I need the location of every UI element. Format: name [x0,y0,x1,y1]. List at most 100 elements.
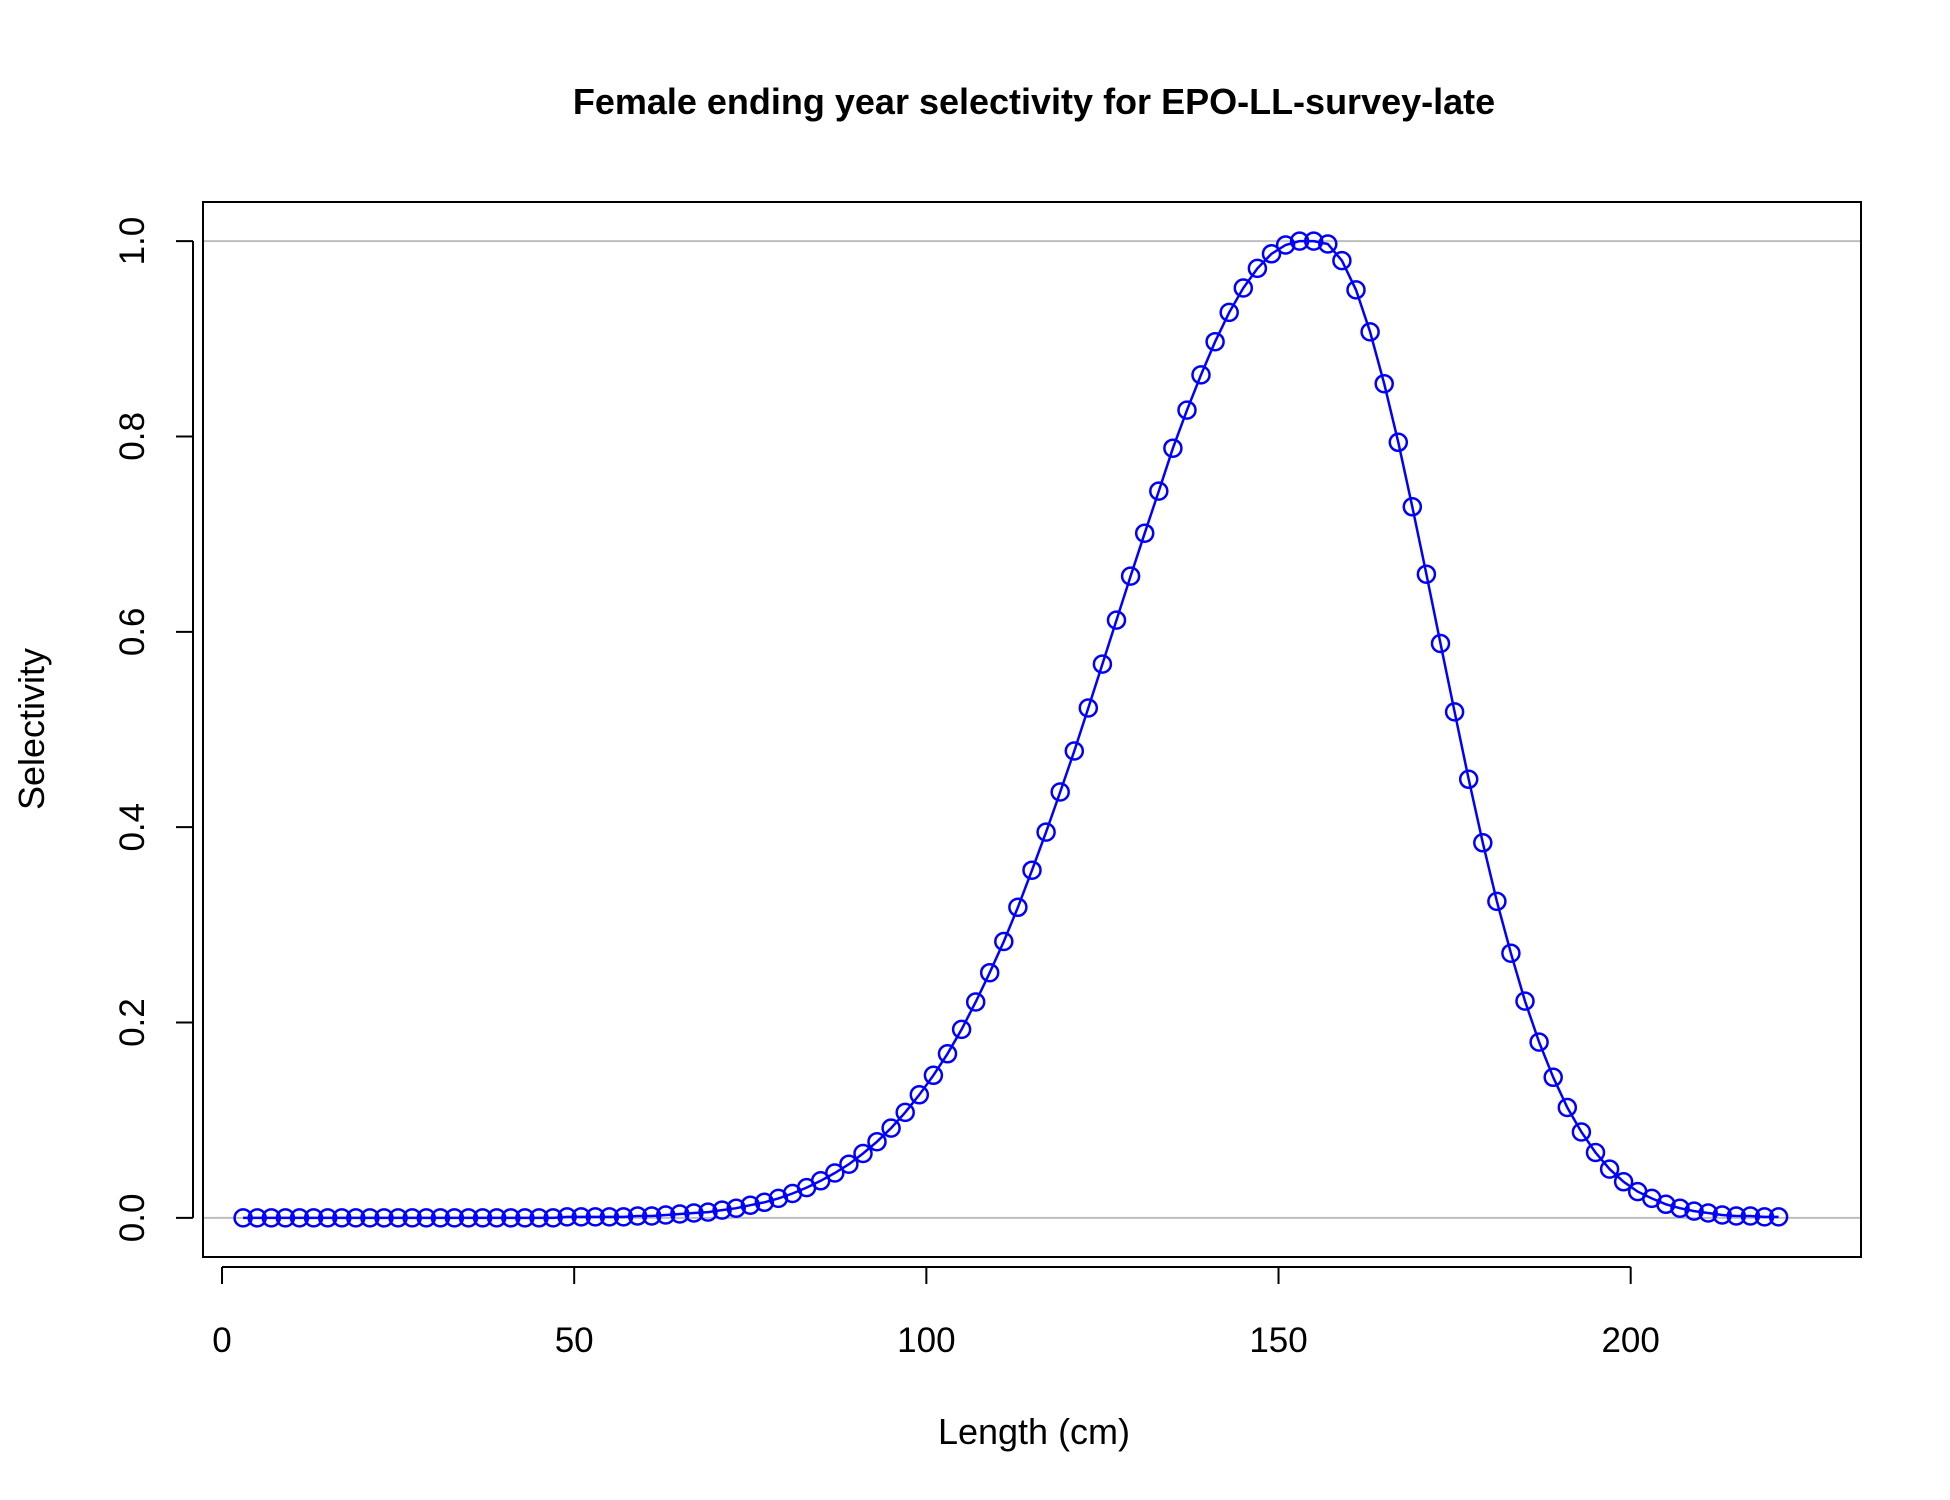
data-point [1219,302,1239,323]
data-point [402,1208,422,1228]
data-point [1078,698,1099,718]
data-point [613,1207,634,1227]
data-point [529,1208,549,1228]
data-point [1303,231,1324,251]
data-point [1318,234,1338,254]
data-point [501,1208,521,1228]
x-tick-label: 200 [1601,1321,1659,1360]
y-tick-label: 0.2 [113,998,152,1047]
data-point [1515,991,1535,1011]
data-point [1346,280,1366,300]
data-point [1712,1205,1732,1225]
data-point [641,1206,662,1226]
data-point [1698,1203,1718,1223]
data-point [627,1206,648,1226]
data-point [1247,258,1268,279]
data-point [247,1208,267,1228]
data-point [1557,1097,1578,1118]
data-point [867,1131,887,1152]
y-tick-label: 0.6 [113,607,152,656]
y-tick-label: 0.4 [113,803,152,852]
data-point [951,1019,972,1040]
data-point [289,1208,310,1228]
data-point [1473,833,1493,853]
y-tick-label: 0.0 [113,1194,152,1243]
data-point [472,1208,493,1228]
data-point [1177,400,1197,420]
data-point [937,1044,958,1064]
data-point [670,1204,690,1224]
data-point [1543,1067,1563,1088]
data-point [895,1102,915,1123]
data-point [1402,497,1423,517]
data-point [1670,1198,1690,1218]
data-point [1585,1142,1606,1163]
data-point [1571,1122,1592,1142]
data-point [261,1208,282,1228]
data-point [655,1205,676,1225]
data-point [726,1198,746,1218]
reference-lines [203,240,1861,1219]
data-point [881,1118,901,1138]
data-point [754,1192,775,1213]
data-point [346,1208,366,1228]
data-point [317,1208,338,1228]
data-point [1120,566,1141,586]
chart-title: Female ending year selectivity for EPO-L… [573,81,1495,122]
x-tick-label: 50 [555,1321,594,1360]
x-tick-label: 150 [1249,1321,1307,1360]
data-point [486,1208,507,1228]
data-point [1261,244,1282,264]
y-tick-label: 0.8 [113,412,152,461]
data-point [1599,1159,1620,1179]
data-point [1149,481,1169,501]
data-point [360,1208,380,1228]
data-point [1740,1206,1761,1226]
data-point [979,962,1000,983]
data-point [1106,610,1127,630]
data-point [430,1208,451,1228]
data-point [515,1208,535,1228]
data-point [303,1208,324,1228]
data-point [1374,373,1394,394]
x-axis-label: Length (cm) [938,1411,1130,1452]
data-point [853,1143,873,1164]
data-point [1275,235,1296,255]
data-point [458,1208,479,1228]
data-point [1726,1206,1747,1226]
data-point [1050,782,1070,802]
data-point [1613,1172,1634,1192]
data-point [1501,943,1521,963]
data-point [1656,1194,1676,1215]
data-point [1458,769,1479,790]
data-point [444,1208,465,1228]
data-point [1092,654,1113,674]
x-axis: 0 50 100 150 200 [212,1266,1660,1360]
data-point [1430,633,1451,654]
data-point [599,1207,620,1227]
data-point [1036,822,1056,842]
data-point [994,931,1014,952]
data-point [1768,1207,1789,1227]
data-point [332,1208,352,1228]
data-point [909,1085,930,1105]
y-axis: 0.0 0.2 0.4 0.6 0.8 1.0 [113,217,194,1243]
data-point [1233,278,1254,298]
data-point [1388,432,1409,453]
data-point [1754,1207,1775,1227]
series-layer [233,231,1789,1228]
data-point [1289,231,1310,251]
data-point [712,1200,732,1220]
data-point [585,1207,606,1227]
data-point [1416,564,1437,584]
data-point [839,1154,859,1174]
data-point [1487,891,1507,912]
data-point [923,1065,944,1086]
data-point [233,1208,253,1228]
data-point [1008,897,1028,918]
data-point [416,1208,437,1228]
data-point [1360,322,1380,342]
data-point [1022,860,1042,880]
data-point [1163,438,1183,458]
